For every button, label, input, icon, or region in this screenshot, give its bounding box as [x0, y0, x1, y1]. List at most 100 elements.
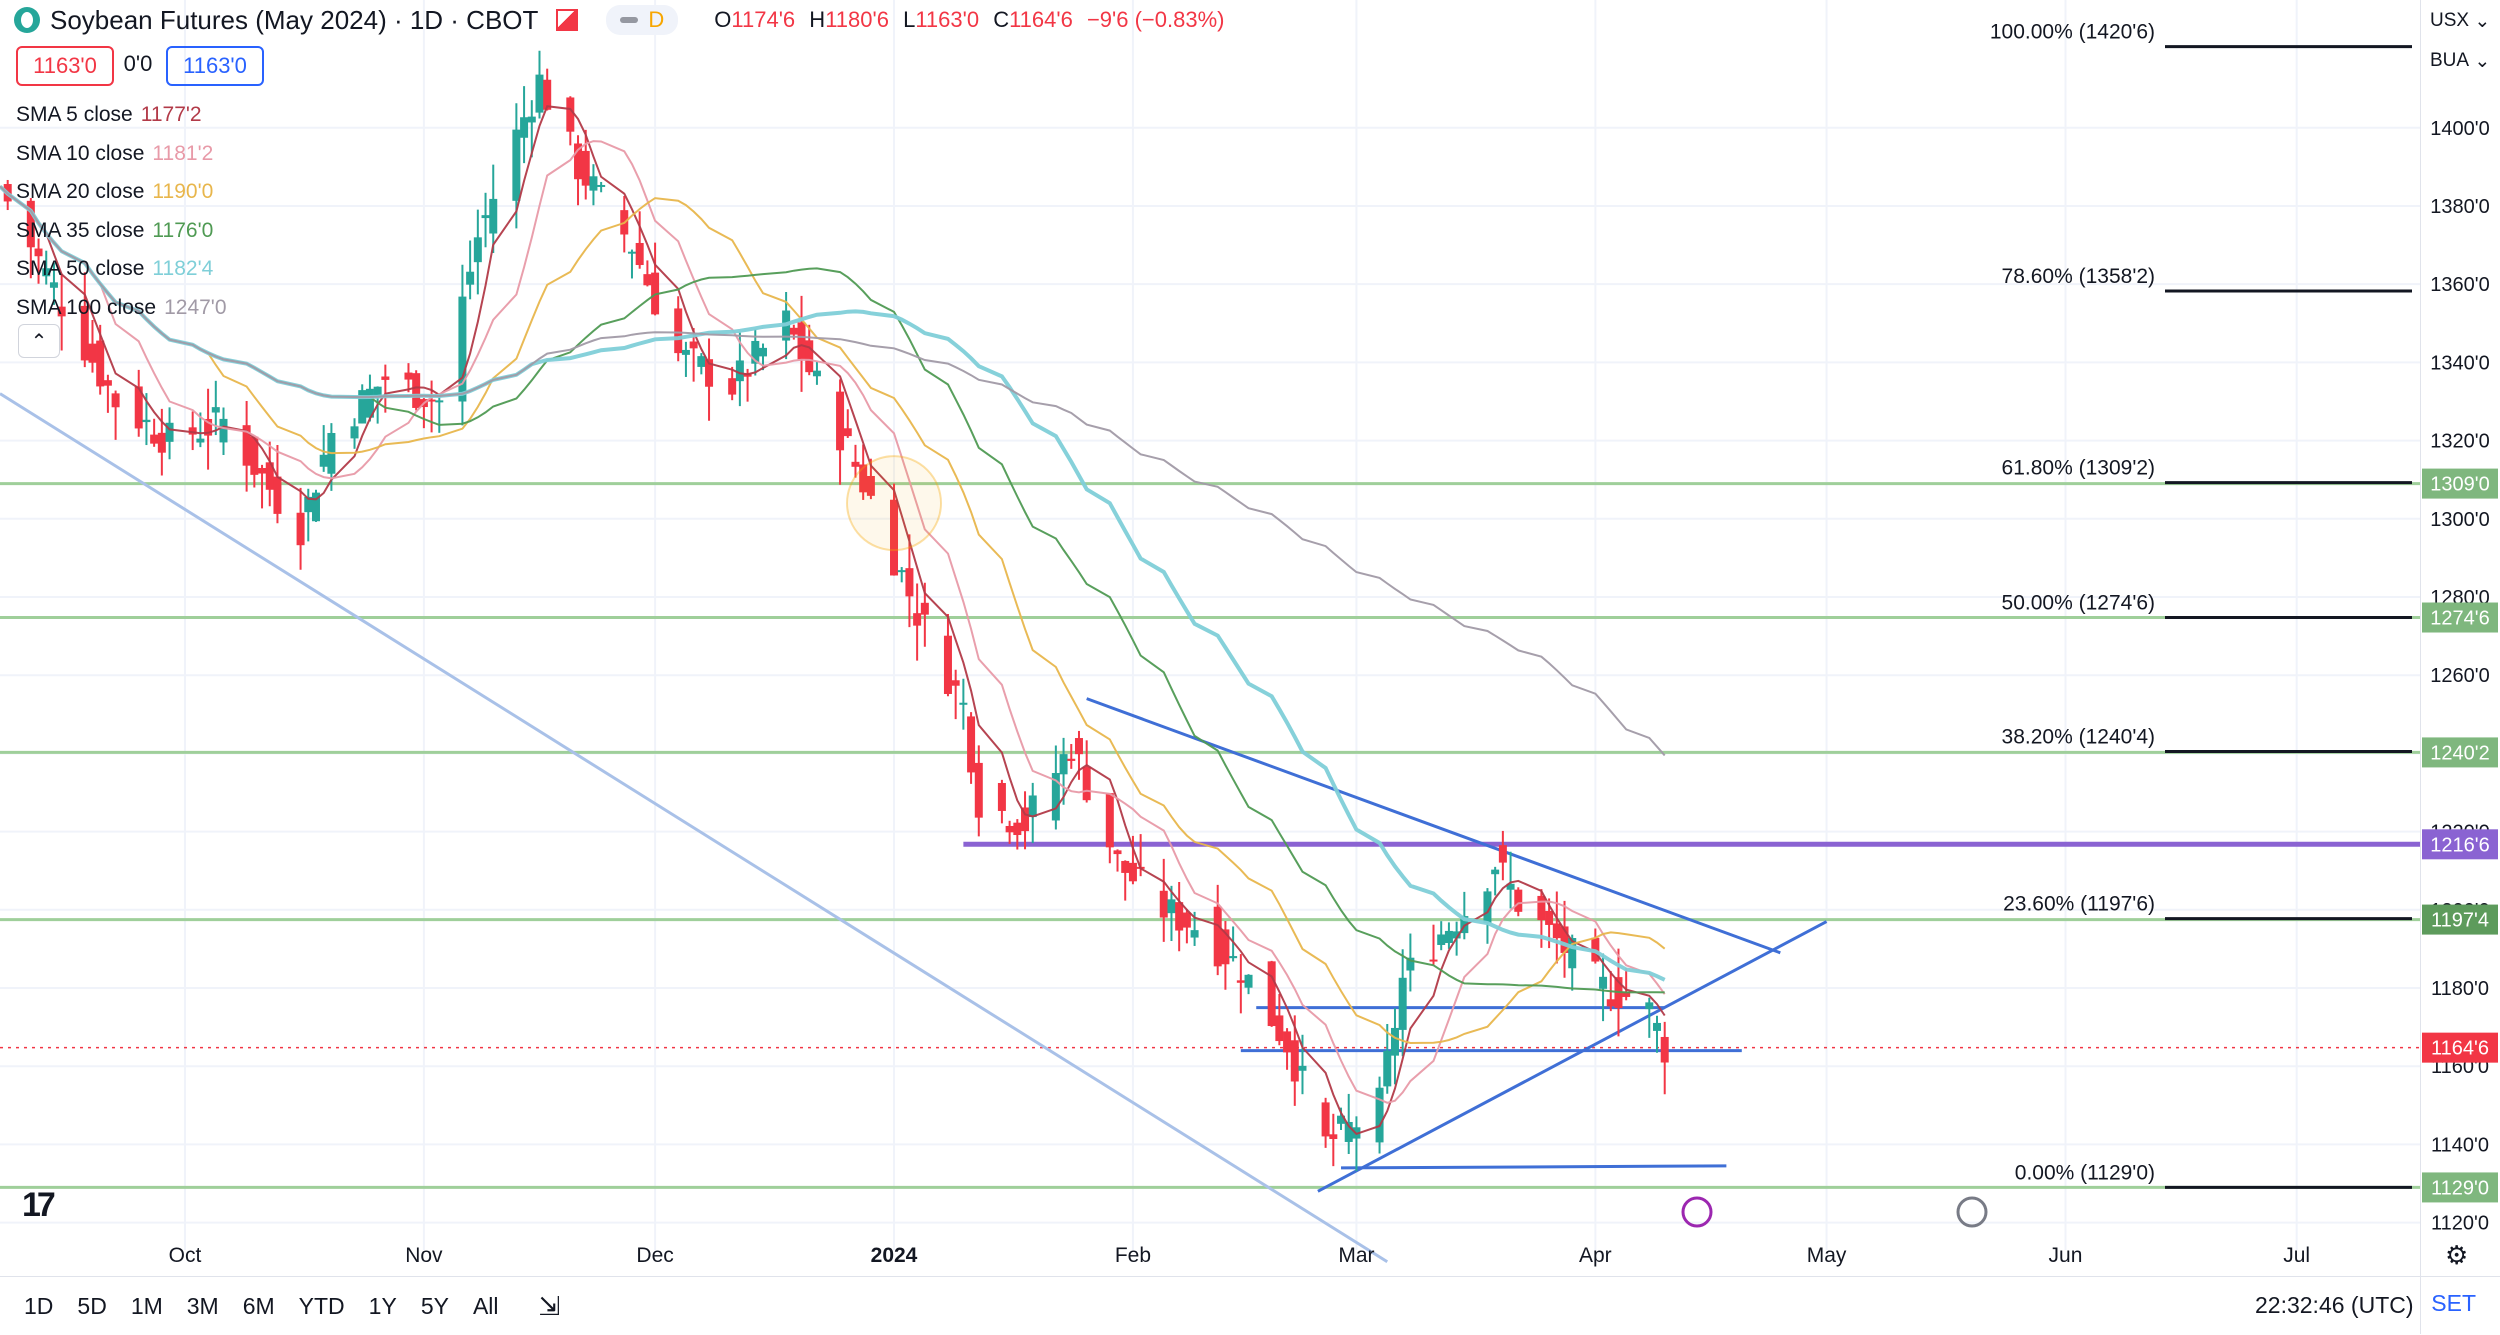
- candle-body: [1074, 738, 1083, 755]
- legend-sma10[interactable]: SMA 10 close 1181'2: [16, 141, 214, 165]
- y-tick-label: 1140'0: [2431, 1134, 2489, 1156]
- legend-sma100[interactable]: SMA 100 close 1247'0: [16, 295, 227, 319]
- candle-body: [1460, 916, 1469, 934]
- candle-body: [157, 432, 166, 453]
- candle-body: [1028, 795, 1037, 818]
- candle-body: [1568, 938, 1577, 969]
- candle-body: [1537, 895, 1546, 921]
- bottom-toolbar: 1D 5D 1M 3M 6M YTD 1Y 5Y All ⇲: [0, 1276, 2500, 1335]
- mode-letter: D: [648, 7, 665, 32]
- timeframe-ytd[interactable]: YTD: [298, 1292, 345, 1319]
- x-tick-label: Mar: [1338, 1244, 1374, 1267]
- candle-body: [1229, 956, 1238, 959]
- tradingview-logo-icon: 17: [22, 1186, 56, 1224]
- candle-body: [80, 305, 89, 361]
- candle-body: [435, 400, 444, 403]
- timeframe-6m[interactable]: 6M: [242, 1292, 275, 1319]
- candle-body: [1599, 976, 1608, 989]
- candle-body: [797, 322, 806, 360]
- indicator-legend: SMA 5 close 1177'2 SMA 10 close 1181'2 SMA…: [16, 96, 227, 327]
- flag-icon[interactable]: [556, 9, 579, 31]
- candle-body: [1344, 1121, 1353, 1142]
- candle-body: [1398, 977, 1407, 1030]
- legend-sma5[interactable]: SMA 5 close 1177'2: [16, 103, 202, 126]
- legend-sma20[interactable]: SMA 20 close 1190'0: [16, 180, 214, 203]
- trendline: [1317, 920, 1828, 1193]
- candle-body: [1159, 890, 1168, 918]
- bid-button[interactable]: 1163'0: [16, 46, 114, 86]
- timeframe-5d[interactable]: 5D: [77, 1292, 107, 1319]
- settings-gear-icon[interactable]: ⚙: [2445, 1240, 2469, 1270]
- candle-body: [304, 496, 313, 513]
- price-tag: [2422, 1032, 2498, 1063]
- clock-readout[interactable]: 22:32:46 (UTC): [2255, 1292, 2414, 1318]
- timeframe-5y[interactable]: 5Y: [420, 1292, 449, 1319]
- candle-body: [42, 268, 51, 277]
- price-scale[interactable]: [2420, 0, 2500, 1334]
- candle-body: [597, 184, 606, 187]
- legend-collapse-button[interactable]: ⌃: [18, 324, 60, 358]
- currency-select[interactable]: USX ⌄: [2430, 10, 2491, 32]
- candle-body: [697, 356, 706, 367]
- timeframe-1d[interactable]: 1D: [24, 1292, 54, 1319]
- candle-body: [96, 340, 105, 387]
- ohlc-close-key: C: [993, 7, 1010, 32]
- candle-body: [1645, 1002, 1654, 1010]
- price-tag-label: 1309'0: [2430, 474, 2489, 496]
- legend-sma50[interactable]: SMA 50 close 1182'4: [16, 257, 214, 280]
- candle-body: [1321, 1102, 1330, 1137]
- candle-body: [789, 327, 798, 335]
- candle-body: [581, 150, 590, 186]
- candle-body: [103, 380, 112, 386]
- timeframe-3m[interactable]: 3M: [186, 1292, 219, 1319]
- candle-body: [373, 386, 382, 397]
- timeframe-all[interactable]: All: [472, 1292, 499, 1319]
- symbol-title[interactable]: Soybean Futures (May 2024) · 1D · CBOT: [50, 4, 539, 35]
- candle-body: [1444, 930, 1453, 944]
- date-range-icon[interactable]: ⇲: [538, 1290, 561, 1321]
- candle-body: [1051, 773, 1060, 821]
- candle-body: [1653, 1022, 1662, 1031]
- y-tick-label: 1360'0: [2430, 274, 2489, 296]
- candle-body: [728, 378, 737, 395]
- market-status-pill[interactable]: D: [606, 5, 679, 35]
- timeframe-1m[interactable]: 1M: [130, 1292, 163, 1319]
- candle-body: [1498, 845, 1507, 863]
- price-tag: [2422, 829, 2498, 860]
- candle-body: [211, 407, 220, 413]
- candle-body: [311, 492, 320, 522]
- ohlc-close-value: 1164'6: [1009, 7, 1073, 32]
- candle-body: [381, 376, 390, 380]
- candle-body: [967, 716, 976, 773]
- legend-sma35[interactable]: SMA 35 close 1176'0: [16, 218, 214, 242]
- candle-body: [951, 680, 960, 686]
- candle-body: [196, 438, 205, 443]
- candle-body: [1013, 822, 1022, 836]
- y-tick-label: 1180'0: [2431, 978, 2489, 1000]
- ask-button[interactable]: 1163'0: [166, 46, 264, 86]
- candle-body: [1182, 912, 1191, 928]
- timeframe-1y[interactable]: 1Y: [368, 1292, 397, 1319]
- candle-body: [574, 143, 583, 180]
- ohlc-open-key: O: [714, 7, 732, 32]
- candle-body: [489, 198, 498, 234]
- candle-body: [1375, 1087, 1384, 1143]
- candle-body: [897, 570, 906, 573]
- candle-body: [1383, 1050, 1392, 1087]
- candle-body: [1105, 793, 1114, 848]
- candle-body: [1437, 934, 1446, 945]
- flash-icon: [1681, 1196, 1713, 1228]
- unit-select[interactable]: BUA ⌄: [2430, 50, 2491, 72]
- x-tick-label: Jun: [2049, 1244, 2083, 1267]
- set-button[interactable]: SET: [2431, 1290, 2476, 1316]
- candle-body: [1545, 910, 1554, 925]
- y-tick-label: 1300'0: [2430, 509, 2489, 531]
- candle-body: [365, 388, 374, 418]
- candle-body: [1283, 1031, 1292, 1053]
- candle-body: [458, 296, 467, 402]
- y-tick-label: 1120'0: [2431, 1213, 2489, 1235]
- candle-body: [1244, 974, 1253, 988]
- candle-body: [258, 468, 267, 474]
- candle-body: [1267, 961, 1276, 1027]
